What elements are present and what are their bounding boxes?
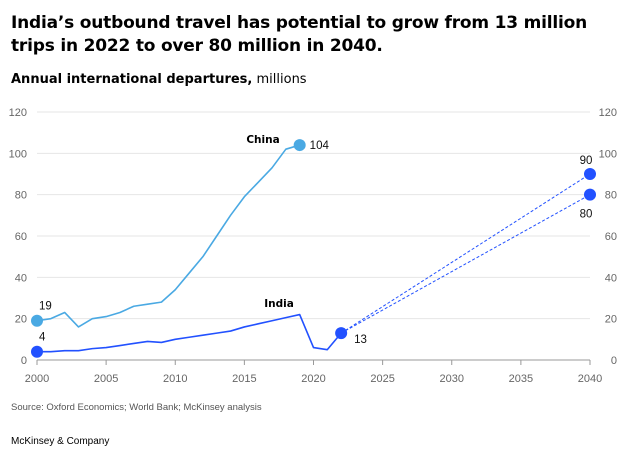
y-tick-label-right: 80 bbox=[605, 190, 617, 202]
chart-subtitle: Annual international departures, million… bbox=[11, 72, 307, 87]
india-marker bbox=[31, 345, 43, 358]
y-tick-label: 20 bbox=[15, 314, 27, 326]
x-tick-label: 2015 bbox=[232, 373, 256, 385]
india-series-label: India bbox=[264, 298, 294, 310]
china-value-label: 19 bbox=[39, 301, 52, 313]
y-tick-label-right: 100 bbox=[599, 148, 617, 160]
y-tick-label-right: 120 bbox=[599, 107, 617, 119]
subtitle-unit: millions bbox=[256, 72, 307, 87]
chart-title: India’s outbound travel has potential to… bbox=[11, 13, 588, 56]
data-labels: 19 104 90 80 4 13 China India bbox=[39, 134, 592, 346]
india-value-label: 13 bbox=[354, 334, 367, 346]
india-projection-80 bbox=[340, 194, 591, 334]
y-tick-label-right: 40 bbox=[605, 272, 617, 284]
india-marker bbox=[335, 327, 348, 340]
india-projection-label: 80 bbox=[580, 209, 593, 221]
y-tick-label-right: 0 bbox=[611, 355, 617, 367]
y-axis-left: 0 20 40 60 80 100 120 bbox=[9, 107, 27, 367]
source-note: Source: Oxford Economics; World Bank; Mc… bbox=[11, 402, 262, 413]
y-tick-label: 100 bbox=[9, 148, 27, 160]
x-tick-label: 2005 bbox=[94, 373, 118, 385]
gridlines bbox=[37, 111, 590, 361]
y-tick-label-right: 20 bbox=[605, 314, 617, 326]
subtitle-measure: Annual international departures, bbox=[11, 72, 253, 87]
x-tick-label: 2030 bbox=[440, 373, 464, 385]
china-marker bbox=[31, 314, 43, 327]
india-projection-90 bbox=[340, 173, 591, 334]
series-lines bbox=[36, 144, 591, 353]
y-tick-label: 80 bbox=[15, 190, 27, 202]
y-tick-label: 60 bbox=[15, 231, 27, 243]
x-tick-label: 2025 bbox=[370, 373, 394, 385]
y-tick-label: 0 bbox=[21, 355, 27, 367]
india-value-label: 4 bbox=[39, 332, 46, 344]
china-marker bbox=[293, 139, 306, 152]
china-line bbox=[36, 144, 300, 328]
x-tick-label: 2010 bbox=[163, 373, 187, 385]
india-projection-label: 90 bbox=[580, 155, 593, 167]
x-tick-label: 2000 bbox=[25, 373, 49, 385]
x-tick-label: 2035 bbox=[509, 373, 533, 385]
x-tick-label: 2040 bbox=[578, 373, 602, 385]
india-projection-marker bbox=[584, 188, 596, 201]
brand-logo-text: McKinsey & Company bbox=[11, 436, 110, 447]
china-series-label: China bbox=[246, 134, 279, 146]
series-markers bbox=[31, 139, 596, 358]
y-tick-label: 120 bbox=[9, 107, 27, 119]
y-tick-label-right: 60 bbox=[605, 231, 617, 243]
y-tick-label: 40 bbox=[15, 272, 27, 284]
india-line bbox=[37, 313, 342, 353]
x-axis: 2000 2005 2010 2015 2020 2025 2030 2035 2040 bbox=[25, 360, 602, 385]
y-axis-right: 0 20 40 60 80 100 120 bbox=[599, 107, 617, 367]
india-projection-marker bbox=[584, 168, 596, 180]
china-value-label: 104 bbox=[310, 140, 330, 152]
x-tick-label: 2020 bbox=[301, 373, 325, 385]
